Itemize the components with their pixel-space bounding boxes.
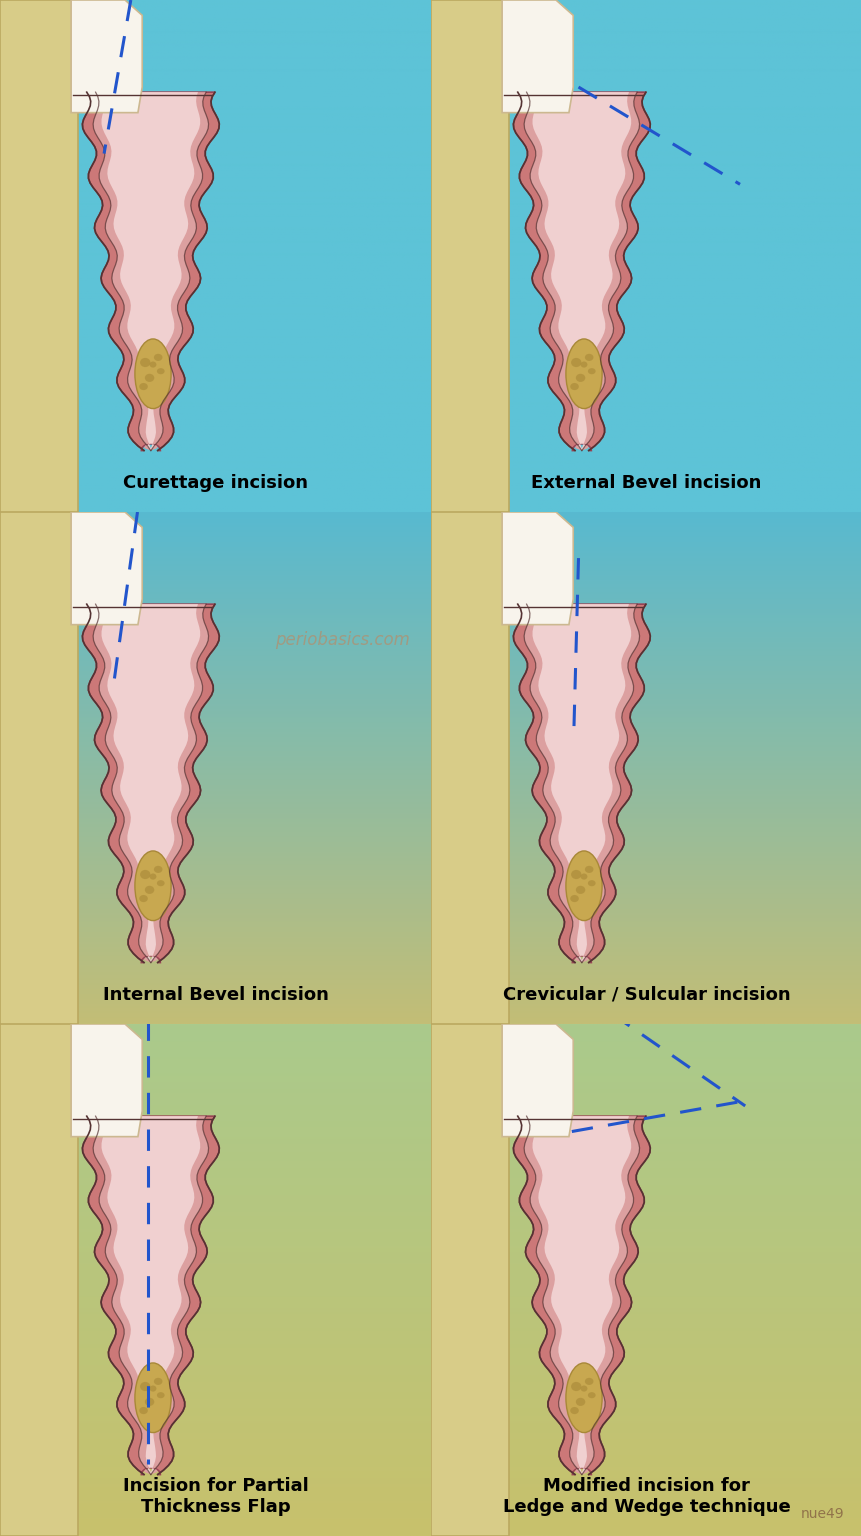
Polygon shape bbox=[501, 1025, 573, 1137]
Polygon shape bbox=[93, 1117, 208, 1475]
Ellipse shape bbox=[134, 1362, 170, 1433]
Polygon shape bbox=[513, 92, 649, 450]
Ellipse shape bbox=[565, 339, 602, 409]
Ellipse shape bbox=[570, 382, 579, 390]
Ellipse shape bbox=[565, 851, 602, 920]
Ellipse shape bbox=[139, 1382, 151, 1392]
Bar bbox=[430, 1025, 508, 1536]
Ellipse shape bbox=[139, 382, 148, 390]
Text: External Bevel incision: External Bevel incision bbox=[530, 473, 761, 492]
Polygon shape bbox=[523, 604, 639, 963]
Polygon shape bbox=[102, 604, 200, 963]
Ellipse shape bbox=[565, 1362, 602, 1433]
Bar bbox=[430, 511, 508, 1025]
Ellipse shape bbox=[570, 358, 580, 367]
Ellipse shape bbox=[580, 361, 586, 367]
Ellipse shape bbox=[153, 866, 162, 872]
Bar bbox=[0, 511, 77, 1025]
Ellipse shape bbox=[145, 1398, 154, 1405]
Ellipse shape bbox=[575, 1398, 585, 1405]
Ellipse shape bbox=[587, 369, 595, 375]
Ellipse shape bbox=[150, 874, 157, 880]
Ellipse shape bbox=[150, 1385, 157, 1392]
Polygon shape bbox=[532, 604, 630, 963]
Ellipse shape bbox=[575, 886, 585, 894]
Bar bbox=[430, 0, 508, 511]
Polygon shape bbox=[523, 1117, 639, 1475]
Polygon shape bbox=[93, 92, 208, 450]
Ellipse shape bbox=[139, 869, 151, 879]
Ellipse shape bbox=[134, 339, 170, 409]
Polygon shape bbox=[501, 0, 573, 112]
Ellipse shape bbox=[570, 869, 580, 879]
Bar bbox=[0, 1025, 77, 1536]
Polygon shape bbox=[83, 92, 219, 450]
Ellipse shape bbox=[157, 369, 164, 375]
Text: periobasics.com: periobasics.com bbox=[275, 631, 409, 650]
Polygon shape bbox=[513, 1117, 649, 1475]
Ellipse shape bbox=[570, 1382, 580, 1392]
Ellipse shape bbox=[587, 1392, 595, 1398]
Polygon shape bbox=[532, 92, 630, 450]
Polygon shape bbox=[83, 1117, 219, 1475]
Text: Incision for Partial
Thickness Flap: Incision for Partial Thickness Flap bbox=[122, 1476, 308, 1516]
Text: Crevicular / Sulcular incision: Crevicular / Sulcular incision bbox=[502, 986, 790, 1003]
Ellipse shape bbox=[580, 1385, 586, 1392]
Ellipse shape bbox=[153, 1378, 162, 1385]
Ellipse shape bbox=[145, 373, 154, 382]
Ellipse shape bbox=[150, 361, 157, 367]
Polygon shape bbox=[523, 92, 639, 450]
Text: nue49: nue49 bbox=[800, 1507, 844, 1521]
Ellipse shape bbox=[139, 1407, 148, 1415]
Ellipse shape bbox=[585, 866, 592, 872]
Polygon shape bbox=[102, 92, 200, 450]
Ellipse shape bbox=[585, 353, 592, 361]
Ellipse shape bbox=[580, 874, 586, 880]
Text: Curettage incision: Curettage incision bbox=[123, 473, 307, 492]
Polygon shape bbox=[501, 511, 573, 625]
Polygon shape bbox=[71, 0, 142, 112]
Polygon shape bbox=[102, 1117, 200, 1475]
Text: Internal Bevel incision: Internal Bevel incision bbox=[102, 986, 328, 1003]
Text: Modified incision for
Ledge and Wedge technique: Modified incision for Ledge and Wedge te… bbox=[502, 1476, 790, 1516]
Ellipse shape bbox=[570, 895, 579, 902]
Ellipse shape bbox=[570, 1407, 579, 1415]
Ellipse shape bbox=[139, 358, 151, 367]
Ellipse shape bbox=[587, 880, 595, 886]
Ellipse shape bbox=[157, 880, 164, 886]
Ellipse shape bbox=[157, 1392, 164, 1398]
Polygon shape bbox=[83, 604, 219, 963]
Bar bbox=[0, 0, 77, 511]
Ellipse shape bbox=[575, 373, 585, 382]
Polygon shape bbox=[513, 604, 649, 963]
Polygon shape bbox=[71, 511, 142, 625]
Ellipse shape bbox=[145, 886, 154, 894]
Ellipse shape bbox=[153, 353, 162, 361]
Polygon shape bbox=[532, 1117, 630, 1475]
Ellipse shape bbox=[585, 1378, 592, 1385]
Polygon shape bbox=[93, 604, 208, 963]
Ellipse shape bbox=[139, 895, 148, 902]
Polygon shape bbox=[71, 1025, 142, 1137]
Ellipse shape bbox=[134, 851, 170, 920]
